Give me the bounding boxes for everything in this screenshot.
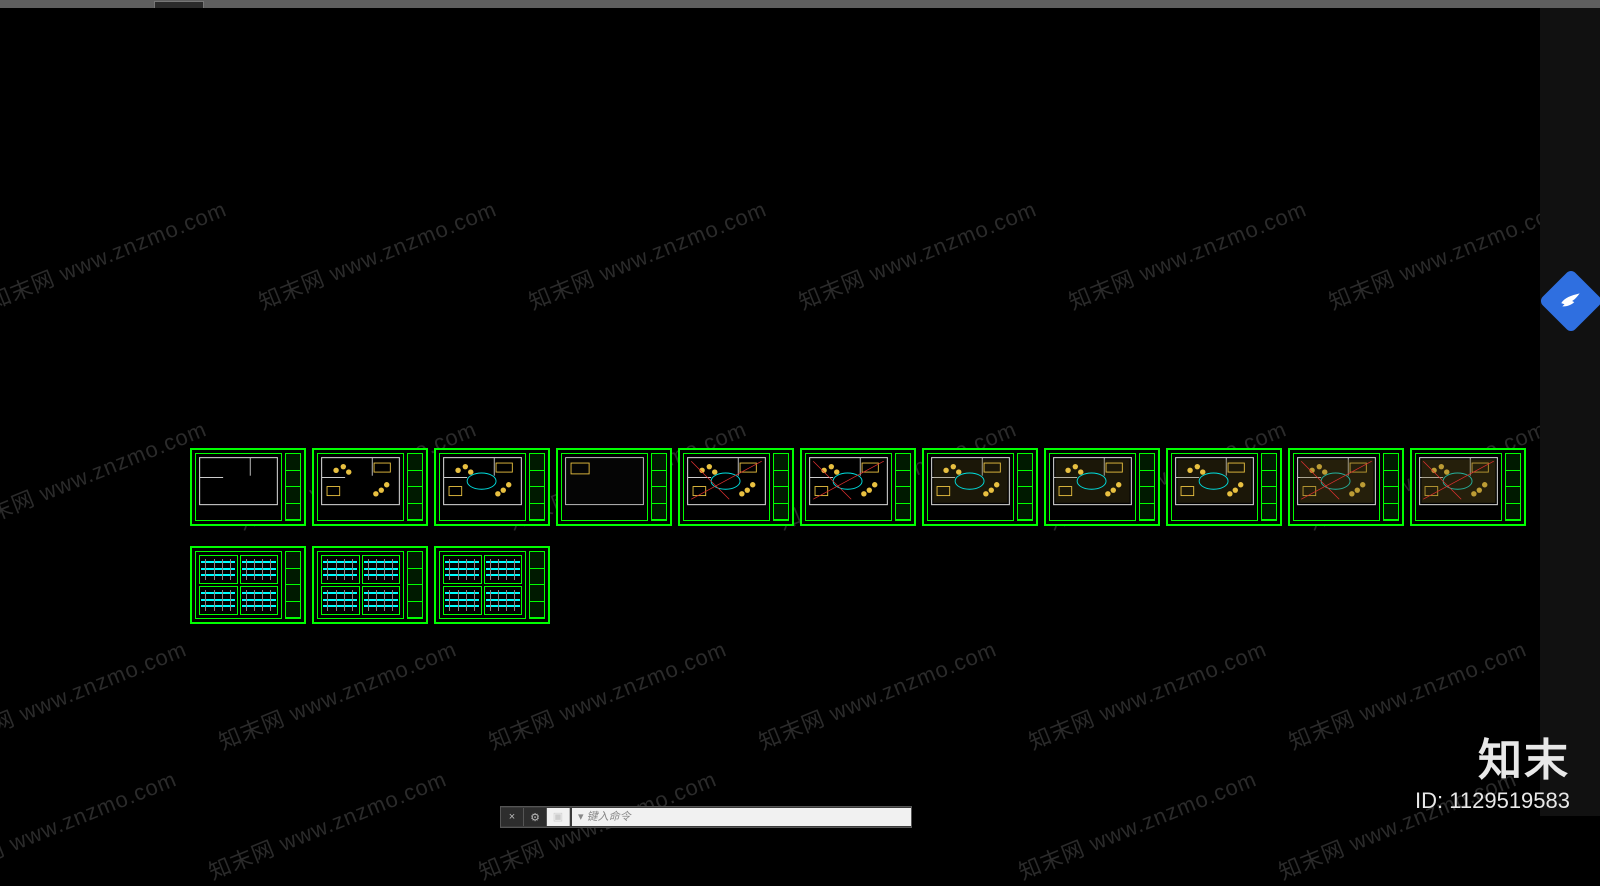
titlebar-strip <box>0 0 1600 8</box>
watermark-text: 知末网 www.znzmo.com <box>793 192 1041 317</box>
sheet-titleblock <box>529 551 545 619</box>
sheet-titleblock <box>285 453 301 521</box>
watermark-text: 知末网 www.znzmo.com <box>213 632 461 757</box>
watermark-text: 知末网 www.znzmo.com <box>1323 192 1571 317</box>
watermark-text: 知末网 www.znzmo.com <box>1063 192 1311 317</box>
watermark-text: 知末网 www.znzmo.com <box>1013 762 1261 886</box>
sheet-viewport <box>439 453 526 521</box>
brand-logo-text: 知末 <box>1478 724 1570 788</box>
watermark-text: 知末网 www.znzmo.com <box>523 192 771 317</box>
sheet-viewport <box>1293 453 1380 521</box>
sheet-viewport <box>927 453 1014 521</box>
sheet-titleblock <box>1383 453 1399 521</box>
sheet-row-2 <box>190 546 550 624</box>
drawing-sheet[interactable] <box>434 546 550 624</box>
drawing-sheet[interactable] <box>190 448 306 526</box>
sheet-viewport <box>1171 453 1258 521</box>
brand-id-text: ID: 1129519583 <box>1415 788 1570 814</box>
cmdline-prompt-icon: ▣ <box>547 808 570 826</box>
watermark-text: 知末网 www.znzmo.com <box>1023 632 1271 757</box>
assistant-badge[interactable] <box>1538 268 1600 333</box>
sheet-viewport <box>317 551 404 619</box>
command-line[interactable]: × ⚙ ▣ ▾ 键入命令 <box>500 806 912 828</box>
drawing-sheet[interactable] <box>434 448 550 526</box>
watermark-text: 知末网 www.znzmo.com <box>0 762 181 886</box>
sheet-titleblock <box>1261 453 1277 521</box>
watermark-text: 知末网 www.znzmo.com <box>0 192 231 317</box>
drawing-sheet[interactable] <box>1288 448 1404 526</box>
model-space-canvas[interactable]: 知末网 www.znzmo.com知末网 www.znzmo.com知末网 ww… <box>0 8 1540 816</box>
sheet-viewport <box>439 551 526 619</box>
drawing-sheet[interactable] <box>312 448 428 526</box>
sheet-viewport <box>683 453 770 521</box>
sheet-viewport <box>317 453 404 521</box>
drawing-sheet[interactable] <box>312 546 428 624</box>
watermark-text: 知末网 www.znzmo.com <box>253 192 501 317</box>
sheet-viewport <box>561 453 648 521</box>
drawing-sheet[interactable] <box>1166 448 1282 526</box>
cmdline-config-icon[interactable]: ⚙ <box>524 808 547 826</box>
drawing-sheet[interactable] <box>190 546 306 624</box>
sheet-titleblock <box>1139 453 1155 521</box>
sheet-viewport <box>1049 453 1136 521</box>
watermark-text: 知末网 www.znzmo.com <box>483 632 731 757</box>
drawing-sheet[interactable] <box>922 448 1038 526</box>
sheet-viewport <box>195 551 282 619</box>
sheet-titleblock <box>1505 453 1521 521</box>
sheet-titleblock <box>529 453 545 521</box>
sheet-viewport <box>805 453 892 521</box>
sheet-viewport <box>195 453 282 521</box>
sheet-titleblock <box>285 551 301 619</box>
sheet-titleblock <box>407 551 423 619</box>
drawing-sheet[interactable] <box>678 448 794 526</box>
sheet-titleblock <box>407 453 423 521</box>
sheet-titleblock <box>1017 453 1033 521</box>
watermark-text: 知末网 www.znzmo.com <box>203 762 451 886</box>
watermark-text: 知末网 www.znzmo.com <box>0 632 191 757</box>
sheet-titleblock <box>773 453 789 521</box>
watermark-text: 知末网 www.znzmo.com <box>753 632 1001 757</box>
drawing-sheet[interactable] <box>1044 448 1160 526</box>
drawing-sheet[interactable] <box>1410 448 1526 526</box>
sheet-titleblock <box>651 453 667 521</box>
drawing-sheet[interactable] <box>556 448 672 526</box>
sheet-viewport <box>1415 453 1502 521</box>
watermark-text: 知末网 www.znzmo.com <box>0 412 211 537</box>
cmdline-close-icon[interactable]: × <box>501 808 524 826</box>
right-panel-strip <box>1540 8 1600 816</box>
command-input[interactable]: ▾ 键入命令 <box>572 808 911 826</box>
sheet-titleblock <box>895 453 911 521</box>
sheet-row-1 <box>190 448 1526 526</box>
drawing-sheet[interactable] <box>800 448 916 526</box>
